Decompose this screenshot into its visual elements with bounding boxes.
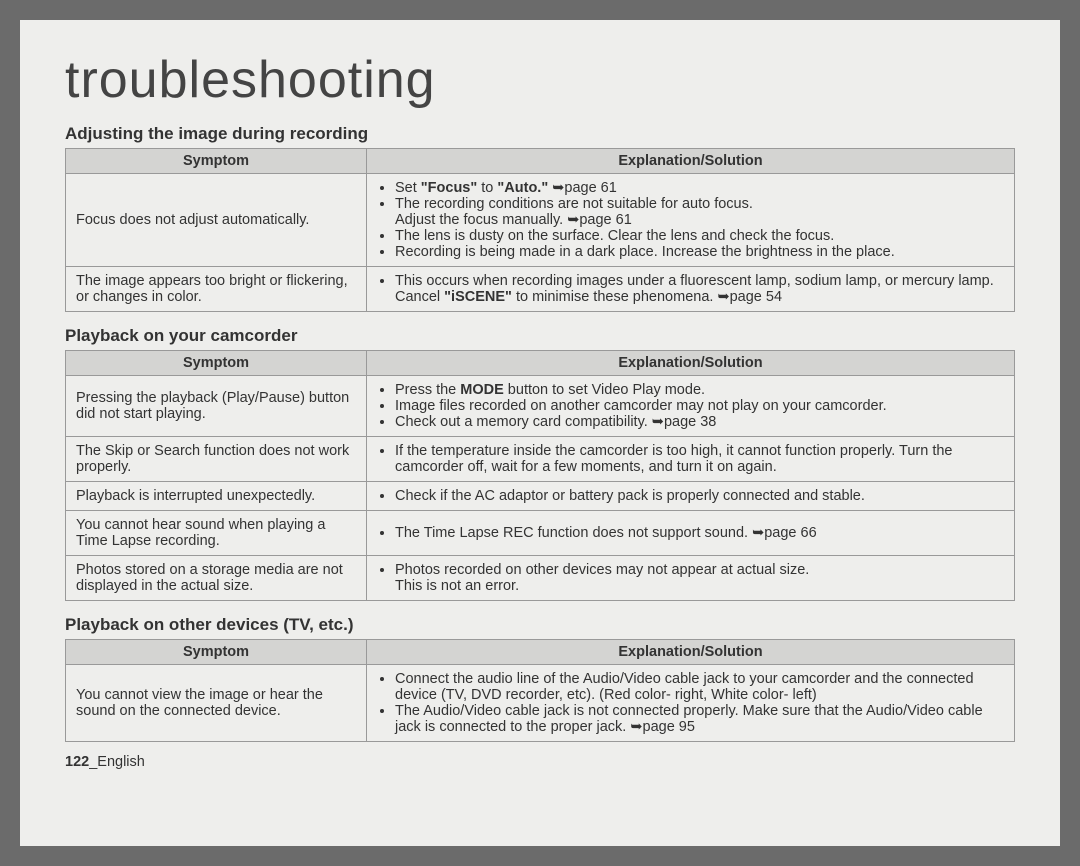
solution-item: This occurs when recording images under … [395,273,1004,305]
solution-item: Check if the AC adaptor or battery pack … [395,488,1004,504]
table-row: Photos stored on a storage media are not… [66,556,1015,601]
table-row: You cannot hear sound when playing a Tim… [66,511,1015,556]
solution-item: Photos recorded on other devices may not… [395,562,1004,594]
solution-list: This occurs when recording images under … [377,273,1004,305]
col-header-solution: Explanation/Solution [367,149,1015,174]
table-row: The Skip or Search function does not wor… [66,437,1015,482]
solution-cell: Set "Focus" to "Auto." ➥page 61The recor… [367,174,1015,267]
page-title: troubleshooting [65,50,1015,110]
solution-item: Set "Focus" to "Auto." ➥page 61 [395,180,1004,196]
sections-container: Adjusting the image during recording Symp… [65,124,1015,742]
page-number: 122 [65,754,89,770]
symptom-cell: You cannot hear sound when playing a Tim… [66,511,367,556]
symptom-cell: Playback is interrupted unexpectedly. [66,482,367,511]
solution-list: Check if the AC adaptor or battery pack … [377,488,1004,504]
troubleshooting-table: SymptomExplanation/SolutionYou cannot vi… [65,639,1015,742]
solution-list: The Time Lapse REC function does not sup… [377,525,1004,541]
table-row: Pressing the playback (Play/Pause) butto… [66,376,1015,437]
col-header-symptom: Symptom [66,149,367,174]
troubleshooting-table: SymptomExplanation/SolutionPressing the … [65,350,1015,601]
page-footer: 122_English [65,754,1015,770]
section-heading: Playback on your camcorder [65,326,1015,346]
solution-cell: If the temperature inside the camcorder … [367,437,1015,482]
col-header-solution: Explanation/Solution [367,640,1015,665]
footer-lang: English [97,754,145,770]
solution-item: Connect the audio line of the Audio/Vide… [395,671,1004,703]
solution-cell: The Time Lapse REC function does not sup… [367,511,1015,556]
section-heading: Adjusting the image during recording [65,124,1015,144]
table-row: The image appears too bright or flickeri… [66,267,1015,312]
symptom-cell: Pressing the playback (Play/Pause) butto… [66,376,367,437]
solution-cell: Connect the audio line of the Audio/Vide… [367,665,1015,742]
solution-item: Recording is being made in a dark place.… [395,244,1004,260]
symptom-cell: Photos stored on a storage media are not… [66,556,367,601]
table-row: Playback is interrupted unexpectedly. Che… [66,482,1015,511]
solution-cell: Check if the AC adaptor or battery pack … [367,482,1015,511]
solution-cell: This occurs when recording images under … [367,267,1015,312]
solution-item: The Time Lapse REC function does not sup… [395,525,1004,541]
solution-list: If the temperature inside the camcorder … [377,443,1004,475]
solution-item: The lens is dusty on the surface. Clear … [395,228,1004,244]
col-header-solution: Explanation/Solution [367,351,1015,376]
symptom-cell: Focus does not adjust automatically. [66,174,367,267]
col-header-symptom: Symptom [66,640,367,665]
symptom-cell: The image appears too bright or flickeri… [66,267,367,312]
solution-list: Press the MODE button to set Video Play … [377,382,1004,430]
solution-cell: Press the MODE button to set Video Play … [367,376,1015,437]
symptom-cell: The Skip or Search function does not wor… [66,437,367,482]
solution-item: Press the MODE button to set Video Play … [395,382,1004,398]
manual-page: troubleshooting Adjusting the image duri… [20,20,1060,846]
solution-item: Image files recorded on another camcorde… [395,398,1004,414]
solution-list: Set "Focus" to "Auto." ➥page 61The recor… [377,180,1004,260]
section-heading: Playback on other devices (TV, etc.) [65,615,1015,635]
solution-item: Check out a memory card compatibility. ➥… [395,414,1004,430]
symptom-cell: You cannot view the image or hear the so… [66,665,367,742]
solution-item: The Audio/Video cable jack is not connec… [395,703,1004,735]
col-header-symptom: Symptom [66,351,367,376]
table-row: Focus does not adjust automatically.Set … [66,174,1015,267]
solution-cell: Photos recorded on other devices may not… [367,556,1015,601]
solution-item: The recording conditions are not suitabl… [395,196,1004,228]
solution-list: Photos recorded on other devices may not… [377,562,1004,594]
table-row: You cannot view the image or hear the so… [66,665,1015,742]
solution-list: Connect the audio line of the Audio/Vide… [377,671,1004,735]
solution-item: If the temperature inside the camcorder … [395,443,1004,475]
troubleshooting-table: SymptomExplanation/SolutionFocus does no… [65,148,1015,312]
